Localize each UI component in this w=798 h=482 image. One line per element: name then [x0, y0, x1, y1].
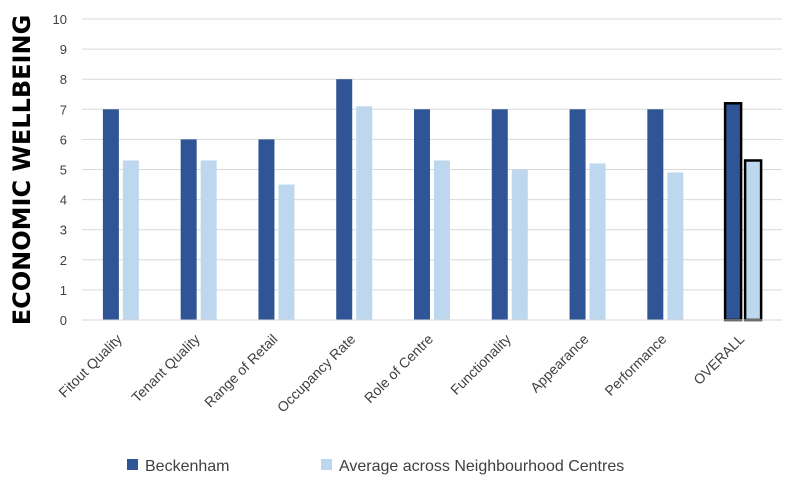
legend-swatch-average — [321, 459, 332, 470]
y-tick-label: 5 — [60, 163, 67, 178]
y-tick-label: 3 — [60, 223, 67, 238]
bar-beckenham — [491, 109, 508, 320]
category-label: Range of Retail — [201, 331, 281, 411]
bar-beckenham — [414, 109, 430, 320]
category-label: Appearance — [527, 331, 592, 396]
bar-average — [200, 160, 217, 320]
category-label: Fitout Quality — [55, 331, 125, 401]
bar-beckenham — [180, 139, 197, 320]
bar-average — [667, 172, 684, 320]
legend-label-average: Average across Neighbourhood Centres — [339, 458, 624, 475]
bar-average — [743, 159, 763, 322]
y-tick-label: 8 — [60, 72, 67, 87]
bar-beckenham — [336, 79, 353, 320]
bar-beckenham — [569, 109, 586, 320]
category-label: Functionality — [447, 331, 514, 398]
y-tick-label: 10 — [53, 12, 67, 27]
category-label: OVERALL — [690, 331, 747, 388]
legend-label-beckenham: Beckenham — [145, 458, 230, 475]
category-label: Occupancy Rate — [274, 331, 359, 416]
y-axis-ticks: 0 1 2 3 4 5 6 7 8 9 10 — [53, 12, 67, 328]
bar-average — [434, 160, 450, 320]
category-label: Role of Centre — [361, 331, 436, 406]
y-tick-label: 1 — [60, 283, 67, 298]
legend: Beckenham Average across Neighbourhood C… — [127, 458, 624, 475]
legend-swatch-beckenham — [127, 459, 138, 470]
bar-average — [278, 184, 295, 320]
y-tick-label: 6 — [60, 132, 67, 147]
bar-average — [511, 169, 528, 320]
bar-average — [589, 163, 606, 320]
y-tick-label: 9 — [60, 42, 67, 57]
bar-beckenham — [647, 109, 664, 320]
bar-beckenham — [102, 109, 119, 320]
bars — [102, 79, 763, 322]
bar-average — [122, 160, 139, 320]
y-tick-label: 7 — [60, 102, 67, 117]
category-label: Performance — [601, 331, 669, 399]
y-tick-label: 4 — [60, 193, 67, 208]
bar-average — [356, 106, 373, 320]
bar-beckenham — [258, 139, 275, 320]
category-label: Tenant Quality — [128, 331, 203, 406]
gridlines — [82, 18, 782, 291]
y-axis-label: ECONOMIC WELLBEING — [8, 15, 36, 326]
y-tick-label: 0 — [60, 313, 67, 328]
y-tick-label: 2 — [60, 253, 67, 268]
bar-beckenham — [723, 102, 743, 322]
